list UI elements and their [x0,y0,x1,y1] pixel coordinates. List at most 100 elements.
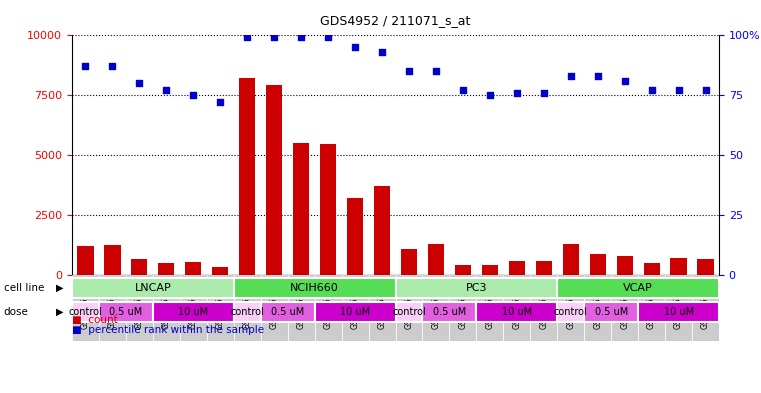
Bar [99,275,126,341]
Bar [557,302,584,322]
Point [187,92,199,98]
Text: 0.5 uM: 0.5 uM [271,307,304,317]
Text: GSM1359767: GSM1359767 [593,277,602,329]
Bar [314,275,342,341]
Bar [562,244,579,275]
Text: 0.5 uM: 0.5 uM [594,307,628,317]
Bar [212,267,228,275]
Text: LNCAP: LNCAP [135,283,171,293]
Bar [692,275,719,341]
Point [430,68,442,74]
Bar [530,275,557,341]
Bar [368,275,396,341]
Bar [261,275,288,341]
Point [538,90,550,96]
Bar [347,198,363,275]
Point [619,77,631,84]
Bar [374,186,390,275]
Bar [584,275,611,341]
Bar [482,265,498,275]
Bar [396,302,422,322]
Text: ▶: ▶ [56,283,64,293]
Text: GSM1359775: GSM1359775 [162,277,171,329]
Bar [428,244,444,275]
Point [403,68,415,74]
Bar [536,261,552,275]
Bar [665,275,692,341]
Point [565,73,577,79]
Bar [72,302,99,322]
Text: GSM1359773: GSM1359773 [108,277,117,329]
Bar [590,254,606,275]
Text: 10 uM: 10 uM [340,307,370,317]
Bar [126,275,153,341]
Text: control: control [231,307,264,317]
Text: GSM1359764: GSM1359764 [351,277,359,329]
Bar [266,85,282,275]
Bar [503,275,530,341]
Point [511,90,523,96]
Bar [557,275,584,341]
Bar [342,275,368,341]
Point [214,99,226,105]
Bar [314,302,396,322]
Point [645,87,658,94]
Text: GSM1359770: GSM1359770 [674,277,683,329]
Text: GSM1359780: GSM1359780 [458,277,467,329]
Point [295,34,307,40]
Text: 10 uM: 10 uM [664,307,693,317]
Point [241,34,253,40]
Text: GSM1359774: GSM1359774 [135,277,144,329]
Text: cell line: cell line [4,283,44,293]
Bar [422,302,476,322]
Text: GDS4952 / 211071_s_at: GDS4952 / 211071_s_at [320,14,471,27]
Bar [638,275,665,341]
Bar [670,258,686,275]
Bar [422,275,450,341]
Text: GSM1359782: GSM1359782 [512,277,521,329]
Text: PC3: PC3 [466,283,487,293]
Text: control: control [68,307,102,317]
Point [322,34,334,40]
Bar [158,263,174,275]
Point [107,63,119,69]
Bar [557,278,719,298]
Text: GSM1359777: GSM1359777 [216,277,224,329]
Bar [234,278,396,298]
Text: GSM1359762: GSM1359762 [297,277,306,329]
Text: GSM1359778: GSM1359778 [405,277,413,329]
Bar [584,302,638,322]
Bar [450,275,476,341]
Text: GSM1359761: GSM1359761 [269,277,279,329]
Text: GSM1359763: GSM1359763 [323,277,333,329]
Bar [644,263,660,275]
Text: GSM1359776: GSM1359776 [189,277,198,329]
Bar [185,262,202,275]
Bar [153,275,180,341]
Bar [72,275,99,341]
Text: GSM1359772: GSM1359772 [81,277,90,329]
Bar [293,143,309,275]
Bar [261,302,314,322]
Bar [132,259,148,275]
Bar [234,275,261,341]
Text: 0.5 uM: 0.5 uM [110,307,142,317]
Text: 10 uM: 10 uM [178,307,209,317]
Point [376,49,388,55]
Point [484,92,496,98]
Bar [153,302,234,322]
Bar [104,245,120,275]
Point [161,87,173,94]
Bar [508,261,525,275]
Bar [616,256,632,275]
Point [133,80,145,86]
Bar [239,78,256,275]
Text: GSM1359766: GSM1359766 [566,277,575,329]
Text: dose: dose [4,307,29,317]
Bar [234,302,261,322]
Text: control: control [554,307,587,317]
Bar [180,275,207,341]
Bar [396,275,422,341]
Text: ▶: ▶ [56,307,64,317]
Bar [476,302,557,322]
